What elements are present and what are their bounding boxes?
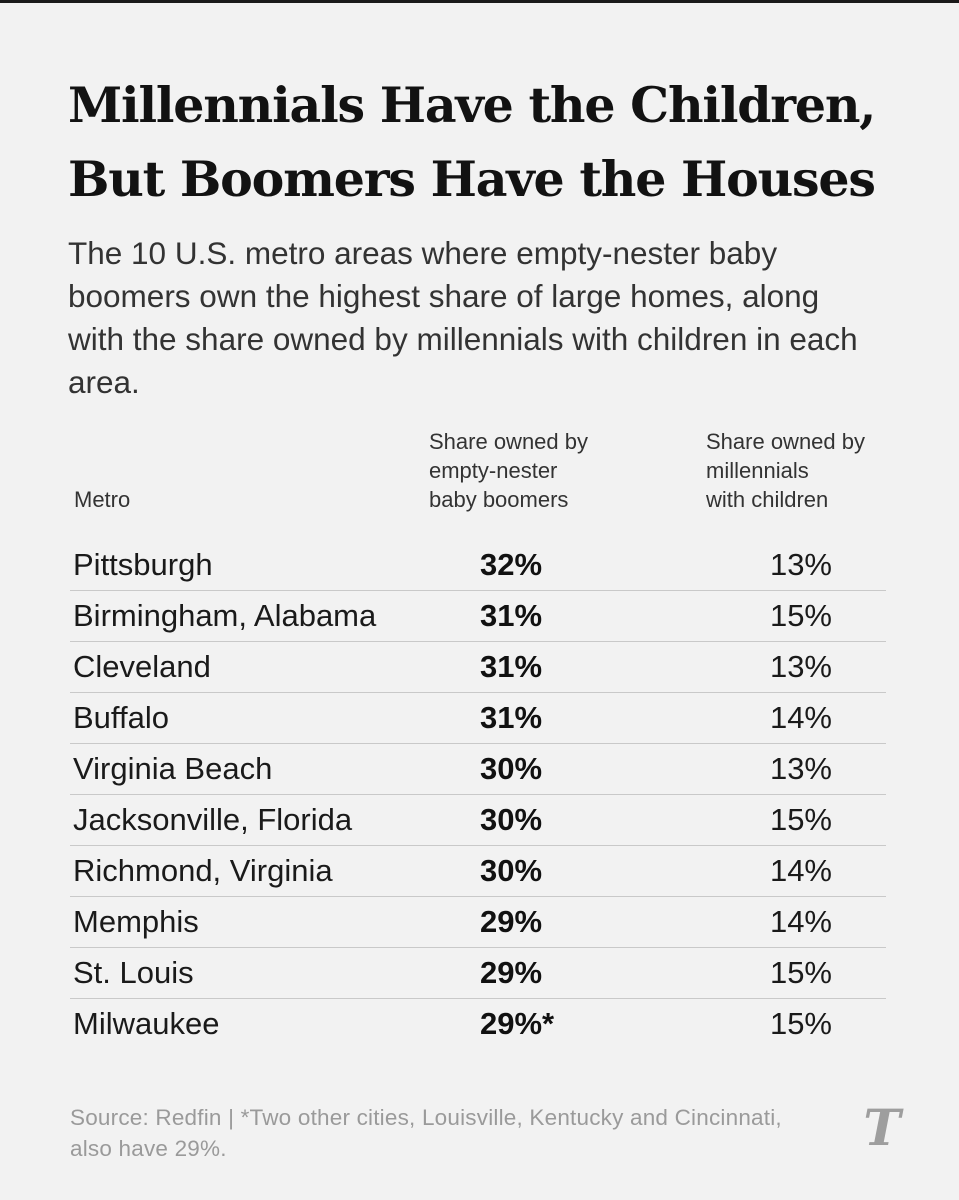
headline-line-1: Millennials Have the Children, — [68, 76, 876, 134]
millennials-share-cell: 14% — [769, 904, 832, 939]
metro-cell: Buffalo — [73, 700, 169, 735]
column-header-boomers: Share owned by empty-nester baby boomers — [429, 429, 588, 512]
boomers-share-cell: 30% — [480, 751, 543, 786]
metro-cell: St. Louis — [73, 955, 194, 990]
boomers-share-cell: 30% — [480, 853, 543, 888]
millennials-share-cell: 13% — [769, 649, 832, 684]
subhead: The 10 U.S. metro areas where empty-nest… — [68, 235, 858, 400]
metro-cell: Milwaukee — [73, 1006, 220, 1041]
metro-cell: Cleveland — [73, 649, 211, 684]
millennials-share-cell: 14% — [769, 853, 832, 888]
table-row: Birmingham, Alabama 31% 15% — [70, 591, 886, 642]
boomers-share-cell: 29% — [480, 904, 543, 939]
boomers-share-cell: 31% — [480, 700, 543, 735]
millennials-share-cell: 13% — [769, 547, 832, 582]
table-row: St. Louis 29% 15% — [70, 948, 886, 999]
boomers-share-cell: 30% — [480, 802, 543, 837]
column-header-metro: Metro — [74, 487, 131, 512]
boomers-share-cell: 31% — [480, 598, 543, 633]
boomers-share-cell: 29% — [480, 955, 543, 990]
table-row: Memphis 29% 14% — [70, 897, 886, 948]
millennials-share-cell: 15% — [769, 802, 832, 837]
millennials-share-cell: 14% — [769, 700, 832, 735]
column-header-millennials: Share owned by millennials with children — [706, 429, 865, 512]
table-row: Buffalo 31% 14% — [70, 693, 886, 744]
boomers-share-cell: 29%* — [480, 1006, 555, 1041]
metro-cell: Pittsburgh — [73, 547, 213, 582]
metro-cell: Virginia Beach — [73, 751, 273, 786]
millennials-share-cell: 15% — [769, 598, 832, 633]
table-row: Virginia Beach 30% 13% — [70, 744, 886, 795]
data-table: Metro Share owned by empty-nester baby b… — [70, 426, 886, 1049]
table-row: Cleveland 31% 13% — [70, 642, 886, 693]
headline-line-2: But Boomers Have the Houses — [68, 150, 876, 208]
boomers-share-cell: 32% — [480, 547, 543, 582]
millennials-share-cell: 15% — [769, 955, 832, 990]
table-row: Richmond, Virginia 30% 14% — [70, 846, 886, 897]
table-row: Pittsburgh 32% 13% — [70, 540, 886, 591]
table-row: Milwaukee 29%* 15% — [70, 999, 886, 1049]
millennials-share-cell: 15% — [769, 1006, 832, 1041]
headline: Millennials Have the Children, But Boome… — [68, 68, 928, 216]
table-body: Pittsburgh 32% 13% Birmingham, Alabama 31% 15… — [70, 540, 886, 1049]
top-rule — [0, 0, 959, 3]
table-header: Metro Share owned by empty-nester baby b… — [70, 426, 886, 540]
metro-cell: Memphis — [73, 904, 199, 939]
millennials-share-cell: 13% — [769, 751, 832, 786]
metro-cell: Richmond, Virginia — [73, 853, 333, 888]
nyt-logo-icon: T — [863, 1098, 901, 1157]
boomers-share-cell: 31% — [480, 649, 543, 684]
metro-cell: Jacksonville, Florida — [73, 802, 353, 837]
table-row: Jacksonville, Florida 30% 15% — [70, 795, 886, 846]
metro-cell: Birmingham, Alabama — [73, 598, 377, 633]
source-note: Source: Redfin | *Two other cities, Loui… — [70, 1105, 782, 1161]
